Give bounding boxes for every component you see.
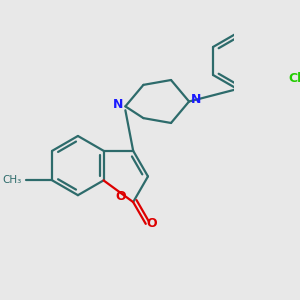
Text: N: N	[113, 98, 124, 111]
Text: O: O	[116, 190, 126, 203]
Text: Cl: Cl	[288, 72, 300, 86]
Text: O: O	[147, 218, 157, 230]
Text: CH₃: CH₃	[2, 176, 22, 185]
Text: N: N	[191, 93, 201, 106]
